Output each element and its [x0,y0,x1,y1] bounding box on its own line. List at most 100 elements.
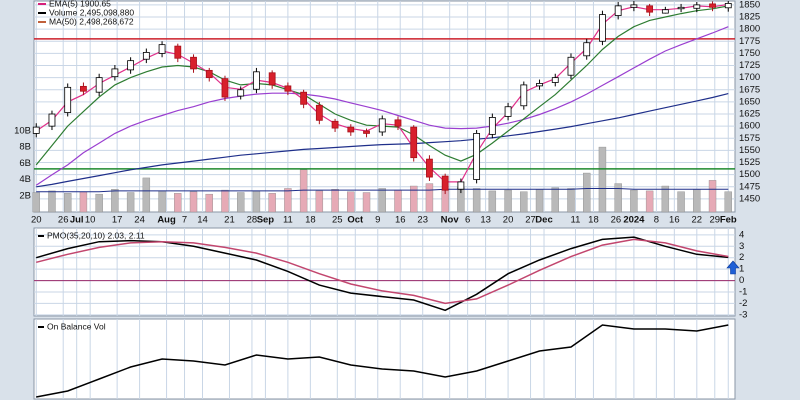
y-tick-label: 1800 [739,24,760,35]
volume-bar [174,193,182,213]
y-tick-label: 1775 [739,36,760,47]
volume-bar [410,185,418,213]
candle-body [441,175,449,191]
y-tick-label: 1550 [739,145,760,156]
volume-bar [299,169,308,213]
candle-body [64,86,72,113]
candle-body [504,106,512,117]
signal-arrow [726,260,740,275]
candle-body [48,113,56,127]
x-tick-label: Oct [347,215,364,226]
candle-body [284,85,292,92]
y-tick-label: 1450 [739,193,760,204]
candle-body [583,42,591,57]
candle-body [410,126,418,159]
volume-bar [520,191,528,213]
panel-title-swatch [38,235,44,237]
candle-body [551,77,559,83]
x-tick-label: 18 [588,215,599,226]
y-tick-label: 1750 [739,48,760,59]
volume-bar [394,189,402,213]
volume-bar [567,188,575,213]
legend-label: EMA(5) 1900.65 [49,0,111,8]
candle-body [520,84,528,107]
candle-body [677,6,685,10]
volume-bar [126,192,135,213]
volume-bar [331,189,339,213]
candle-body [661,9,669,14]
x-tick-label: 11 [571,215,581,226]
y-tick-label: 1475 [739,181,760,192]
candle-body [95,77,103,93]
y2-tick-label: 6B [19,158,31,169]
plot-area [33,318,736,400]
y2-tick-label: 2B [19,190,31,201]
candle-body [457,181,465,190]
y-tick-label: 0 [739,275,744,286]
candle-body [205,69,213,79]
y-tick-label: 1625 [739,109,760,120]
volume-bar [535,189,544,213]
x-tick-label: 20 [31,215,42,226]
candle-body [190,56,197,70]
y-tick-label: 1725 [739,60,760,71]
candle-body [221,78,229,98]
candle-body [158,44,166,54]
y-tick-label: 3 [739,241,744,252]
y-tick-label: 1825 [739,12,760,23]
candle-body [363,130,370,134]
x-tick-label: Feb [720,215,737,226]
volume-bar [158,190,166,213]
x-tick-label: Dec [535,215,552,226]
y-tick-label: 4 [739,229,744,240]
x-tick-label: 27 [525,215,536,226]
volume-bar [111,189,119,213]
candle-body [32,126,40,134]
volume-bar [48,190,56,213]
volume-bar [378,188,386,213]
x-tick-label: 18 [305,215,316,226]
x-tick-label: 21 [224,215,235,226]
candle-body [614,5,622,16]
volume-bar [284,188,292,213]
volume-bar [64,193,72,213]
y-tick-label: 1500 [739,169,760,180]
volume-bar [221,189,229,213]
volume-bar [362,192,371,213]
x-tick-label: 2024 [623,215,645,226]
volume-bar [583,172,591,213]
x-tick-label: 24 [134,215,145,226]
x-tick-label: Sep [257,215,275,226]
candle-body [724,3,732,9]
candle-body [426,158,433,178]
x-tick-label: 28 [247,215,258,226]
candle-body [268,72,276,86]
x-tick-label: 26 [58,215,69,226]
candle-body [127,60,135,71]
x-tick-label: 29 [709,215,720,226]
legend-swatch [38,3,46,5]
y-tick-label: 1675 [739,84,760,95]
x-tick-label: 10 [85,215,96,226]
candle-body [646,5,654,13]
y2-tick-label: 8B [19,142,31,153]
y-tick-label: 1600 [739,121,760,132]
volume-bar [614,183,622,213]
volume-bar [315,190,324,213]
volume-bar [268,193,276,213]
y-tick-label: 1 [739,264,744,275]
volume-bar [598,146,607,213]
x-tick-label: 20 [503,215,514,226]
moving-average-line [35,26,729,186]
legend-label: Volume 2,495,098,880 [49,7,134,17]
volume-bar [661,185,670,213]
x-tick-label: Jul [70,215,84,226]
y2-tick-label: 4B [19,174,31,185]
volume-bar [630,189,638,213]
volume-bar [708,180,717,213]
y-tick-label: 1850 [739,0,760,10]
volume-bar [488,190,497,213]
x-tick-label: 8 [654,215,659,226]
candle-body [378,118,386,133]
candle-body [567,56,575,76]
